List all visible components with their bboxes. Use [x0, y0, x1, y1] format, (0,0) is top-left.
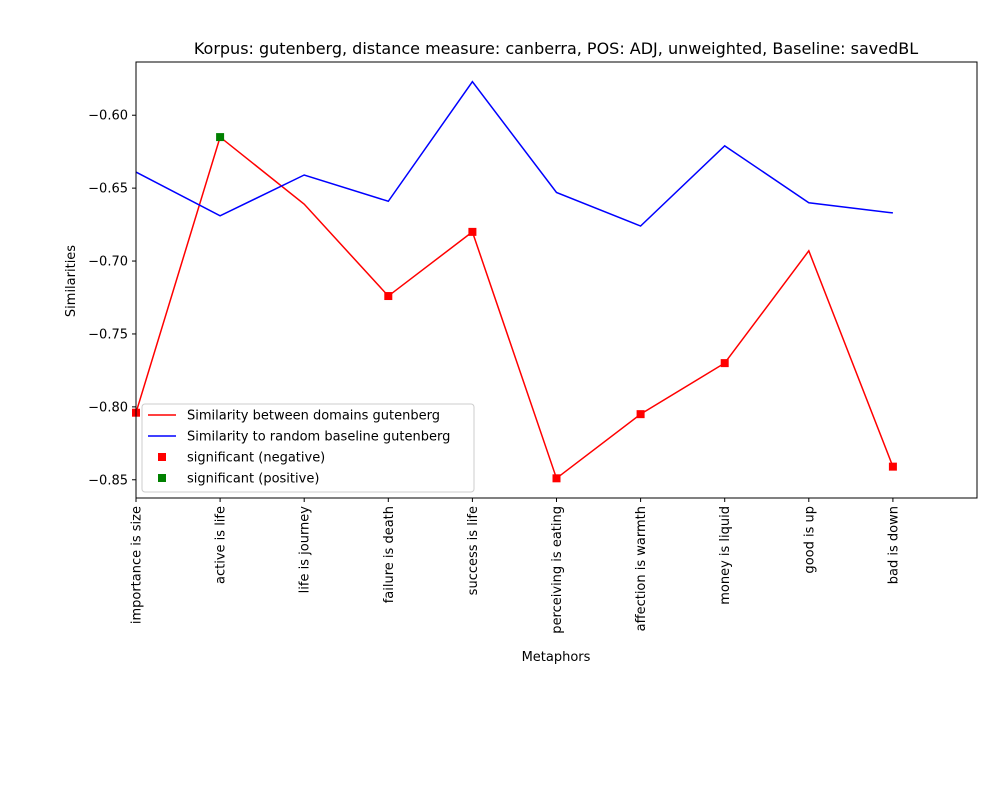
x-tick-label: perceiving is eating — [550, 506, 565, 634]
x-tick-label: bad is down — [886, 506, 901, 584]
x-axis-label: Metaphors — [522, 650, 591, 665]
series-line-1 — [135, 135, 894, 480]
significant-marker-positive — [216, 133, 225, 142]
y-tick-label: −0.75 — [88, 327, 128, 342]
x-tick-label: success is life — [466, 506, 481, 595]
legend-marker-swatch — [158, 453, 166, 461]
legend-label: significant (negative) — [187, 451, 325, 466]
x-tick-label: importance is size — [130, 506, 145, 624]
significant-marker-negative — [552, 474, 561, 483]
legend-box — [141, 403, 475, 493]
series-line-2 — [135, 80, 893, 227]
significant-marker-negative — [468, 227, 477, 236]
y-tick-label: −0.65 — [88, 182, 128, 197]
x-tick-label: life is journey — [298, 506, 313, 594]
legend: Similarity between domains gutenberg Simi… — [141, 403, 475, 493]
significant-marker-negative — [384, 292, 393, 301]
significant-marker-negative — [888, 462, 897, 471]
x-tick-label: active is life — [214, 506, 229, 584]
y-tick-label: −0.80 — [88, 400, 128, 415]
significant-marker-negative — [720, 359, 729, 368]
x-axis: importance is size active is life life is … — [130, 498, 901, 634]
legend-label: Similarity to random baseline gutenberg — [187, 430, 450, 445]
x-tick-label: good is up — [802, 506, 817, 574]
legend-label: Similarity between domains gutenberg — [187, 409, 440, 424]
x-tick-label: money is liquid — [718, 506, 733, 605]
y-axis-label: Similarities — [64, 245, 79, 317]
y-tick-label: −0.85 — [88, 473, 128, 488]
legend-label: significant (positive) — [187, 472, 319, 487]
significant-marker-negative — [636, 410, 645, 419]
x-tick-label: failure is death — [382, 506, 397, 603]
y-tick-label: −0.60 — [88, 109, 128, 124]
legend-marker-swatch — [158, 474, 166, 482]
y-axis: −0.60 −0.65 −0.70 −0.75 −0.80 −0.85 — [88, 109, 136, 488]
y-tick-label: −0.70 — [88, 255, 128, 270]
chart-title: Korpus: gutenberg, distance measure: can… — [194, 39, 918, 58]
x-tick-label: affection is warmth — [634, 506, 649, 631]
